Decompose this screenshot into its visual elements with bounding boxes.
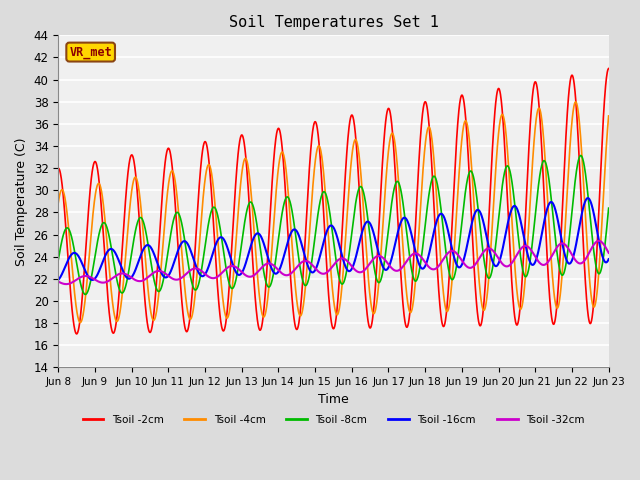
Tsoil -4cm [589, 303, 596, 309]
Tsoil -2cm [308, 138, 316, 144]
Tsoil -8cm [81, 291, 89, 297]
Tsoil -2cm [73, 331, 81, 337]
Legend: Tsoil -2cm, Tsoil -4cm, Tsoil -8cm, Tsoil -16cm, Tsoil -32cm: Tsoil -2cm, Tsoil -4cm, Tsoil -8cm, Tsoi… [78, 410, 589, 429]
Tsoil -8cm [589, 241, 596, 247]
Tsoil -4cm [589, 303, 597, 309]
Tsoil -16cm [589, 207, 596, 213]
Tsoil -16cm [589, 208, 597, 214]
Tsoil -2cm [589, 308, 596, 313]
Tsoil -32cm [308, 262, 316, 267]
Tsoil -32cm [589, 243, 596, 249]
Tsoil -16cm [308, 269, 316, 275]
X-axis label: Time: Time [318, 393, 349, 406]
Tsoil -8cm [577, 153, 585, 158]
Tsoil -32cm [595, 238, 602, 244]
Text: VR_met: VR_met [69, 46, 112, 59]
Tsoil -2cm [54, 165, 62, 171]
Tsoil -16cm [605, 256, 612, 262]
Line: Tsoil -2cm: Tsoil -2cm [58, 69, 609, 334]
Tsoil -2cm [605, 66, 612, 72]
Tsoil -32cm [83, 273, 90, 279]
Y-axis label: Soil Temperature (C): Soil Temperature (C) [15, 137, 28, 265]
Tsoil -4cm [54, 200, 62, 205]
Tsoil -4cm [605, 113, 612, 119]
Tsoil -2cm [488, 156, 496, 161]
Tsoil -4cm [308, 200, 316, 206]
Title: Soil Temperatures Set 1: Soil Temperatures Set 1 [228, 15, 438, 30]
Tsoil -4cm [76, 320, 84, 325]
Tsoil -16cm [83, 270, 90, 276]
Tsoil -32cm [63, 281, 70, 287]
Line: Tsoil -8cm: Tsoil -8cm [58, 156, 609, 294]
Tsoil -8cm [605, 205, 612, 211]
Tsoil -4cm [488, 229, 496, 235]
Tsoil -32cm [323, 270, 330, 276]
Tsoil -8cm [323, 192, 330, 198]
Tsoil -16cm [584, 195, 591, 201]
Tsoil -8cm [54, 257, 62, 263]
Tsoil -32cm [54, 279, 62, 285]
Tsoil -4cm [83, 283, 90, 288]
Tsoil -8cm [83, 291, 90, 297]
Tsoil -8cm [488, 268, 496, 274]
Line: Tsoil -4cm: Tsoil -4cm [58, 102, 609, 323]
Tsoil -16cm [54, 277, 62, 283]
Tsoil -4cm [572, 99, 579, 105]
Tsoil -8cm [308, 260, 316, 266]
Tsoil -2cm [323, 254, 330, 260]
Tsoil -4cm [323, 202, 330, 207]
Tsoil -2cm [589, 311, 596, 316]
Line: Tsoil -16cm: Tsoil -16cm [58, 198, 609, 280]
Tsoil -32cm [605, 250, 612, 256]
Tsoil -16cm [323, 230, 330, 236]
Tsoil -8cm [589, 243, 597, 249]
Tsoil -2cm [83, 233, 90, 239]
Line: Tsoil -32cm: Tsoil -32cm [58, 241, 609, 284]
Tsoil -32cm [589, 243, 596, 249]
Tsoil -16cm [488, 257, 496, 263]
Tsoil -32cm [488, 247, 496, 252]
Tsoil -16cm [88, 277, 96, 283]
